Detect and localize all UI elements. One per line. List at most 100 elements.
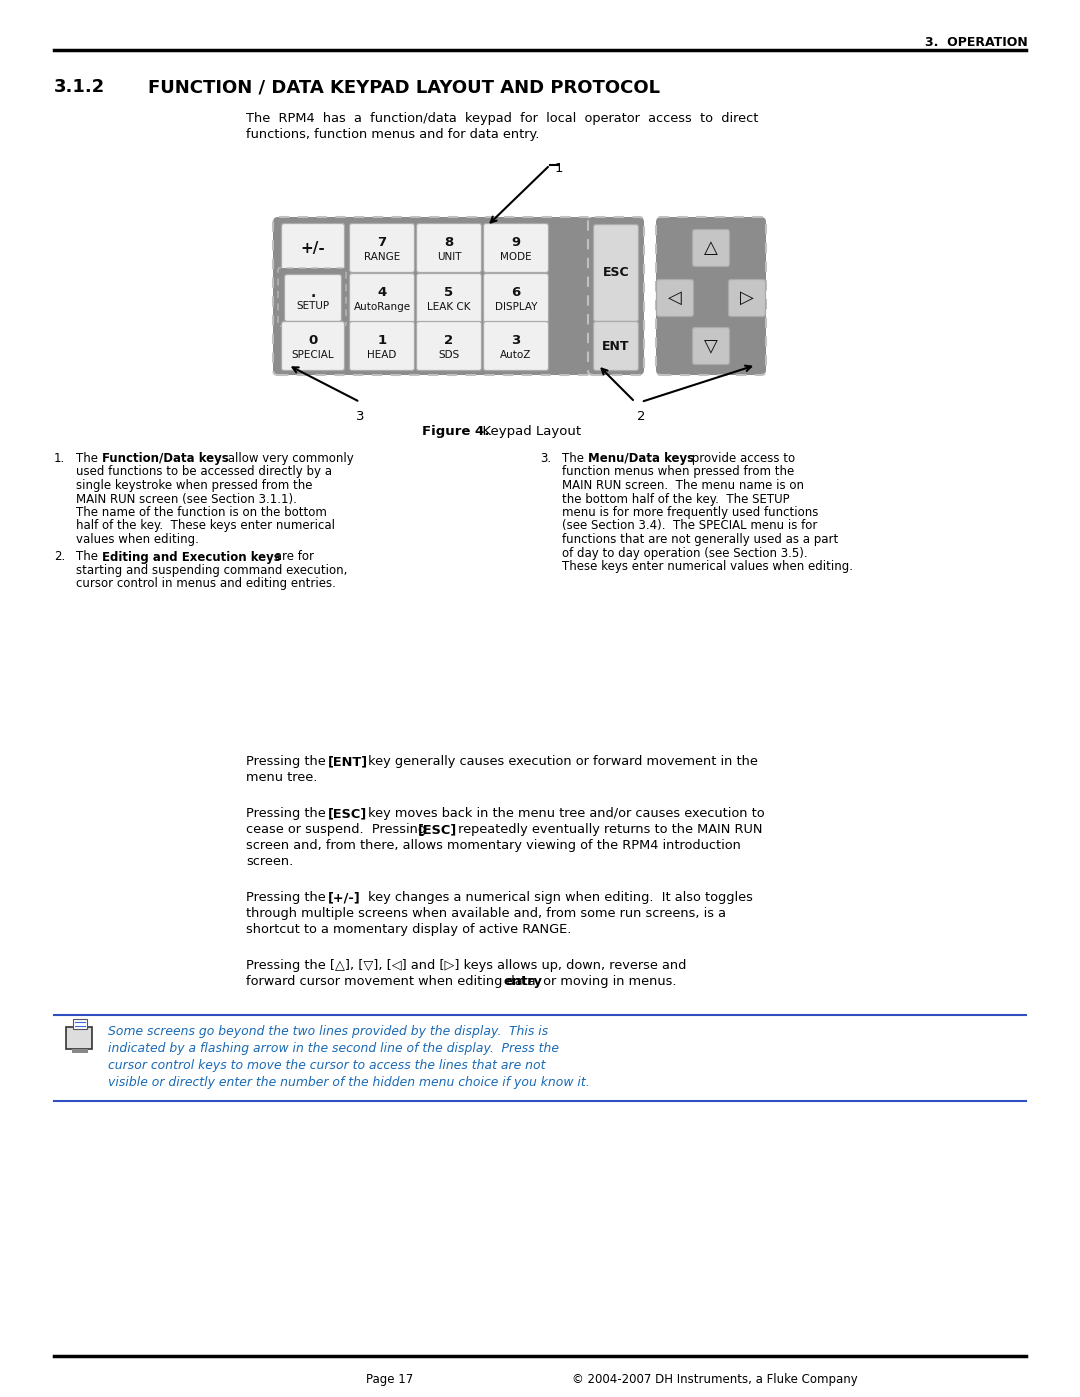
Text: ENT: ENT: [603, 339, 630, 352]
Text: SETUP: SETUP: [296, 302, 329, 312]
FancyBboxPatch shape: [594, 225, 638, 321]
Text: 3.1.2: 3.1.2: [54, 78, 105, 96]
Text: Pressing the: Pressing the: [246, 891, 329, 904]
Text: 2: 2: [445, 334, 454, 346]
Text: menu is for more frequently used functions: menu is for more frequently used functio…: [562, 506, 819, 520]
Text: [ENT]: [ENT]: [328, 754, 368, 768]
Text: HEAD: HEAD: [367, 349, 396, 360]
Text: UNIT: UNIT: [436, 251, 461, 261]
FancyBboxPatch shape: [417, 224, 482, 272]
FancyBboxPatch shape: [350, 274, 415, 323]
Text: ▽: ▽: [704, 337, 718, 355]
FancyBboxPatch shape: [278, 268, 346, 326]
Text: are for: are for: [271, 550, 314, 563]
Text: 3.: 3.: [540, 453, 551, 465]
FancyBboxPatch shape: [484, 274, 549, 323]
FancyBboxPatch shape: [484, 224, 549, 272]
Text: screen.: screen.: [246, 855, 294, 868]
Text: [ESC]: [ESC]: [328, 807, 367, 820]
Text: FUNCTION / DATA KEYPAD LAYOUT AND PROTOCOL: FUNCTION / DATA KEYPAD LAYOUT AND PROTOC…: [148, 78, 660, 96]
Text: The  RPM4  has  a  function/data  keypad  for  local  operator  access  to  dire: The RPM4 has a function/data keypad for …: [246, 112, 758, 124]
Text: allow very commonly: allow very commonly: [224, 453, 354, 465]
FancyBboxPatch shape: [692, 229, 729, 267]
Text: [ESC]: [ESC]: [418, 823, 457, 835]
Text: cursor control keys to move the cursor to access the lines that are not: cursor control keys to move the cursor t…: [108, 1059, 545, 1071]
Text: key changes a numerical sign when editing.  It also toggles: key changes a numerical sign when editin…: [364, 891, 753, 904]
Text: MAIN RUN screen.  The menu name is on: MAIN RUN screen. The menu name is on: [562, 479, 804, 492]
Text: ◁: ◁: [669, 289, 681, 307]
Text: 7: 7: [377, 236, 387, 249]
FancyBboxPatch shape: [657, 279, 693, 317]
Text: 8: 8: [444, 236, 454, 249]
Text: Figure 4.: Figure 4.: [422, 425, 489, 439]
FancyBboxPatch shape: [282, 224, 345, 272]
FancyBboxPatch shape: [729, 279, 766, 317]
Text: ▷: ▷: [740, 289, 754, 307]
Text: or moving in menus.: or moving in menus.: [539, 975, 676, 988]
Bar: [72, 1049, 87, 1053]
FancyBboxPatch shape: [692, 327, 729, 365]
Text: Some screens go beyond the two lines provided by the display.  This is: Some screens go beyond the two lines pro…: [108, 1025, 549, 1038]
Text: provide access to: provide access to: [688, 453, 795, 465]
Text: 0: 0: [309, 334, 318, 346]
Text: shortcut to a momentary display of active RANGE.: shortcut to a momentary display of activ…: [246, 923, 571, 936]
Text: used functions to be accessed directly by a: used functions to be accessed directly b…: [76, 465, 332, 479]
Text: MODE: MODE: [500, 251, 531, 261]
Text: 1: 1: [555, 162, 564, 175]
Text: 2.: 2.: [54, 550, 65, 563]
FancyBboxPatch shape: [484, 321, 549, 370]
FancyBboxPatch shape: [282, 321, 345, 370]
Text: [+/-]: [+/-]: [328, 891, 361, 904]
Text: cease or suspend.  Pressing: cease or suspend. Pressing: [246, 823, 430, 835]
Text: the bottom half of the key.  The SETUP: the bottom half of the key. The SETUP: [562, 493, 789, 506]
Text: MAIN RUN screen (see Section 3.1.1).: MAIN RUN screen (see Section 3.1.1).: [76, 493, 297, 506]
Text: .: .: [310, 285, 315, 299]
Text: Menu/Data keys: Menu/Data keys: [588, 453, 694, 465]
FancyBboxPatch shape: [273, 217, 591, 374]
Text: single keystroke when pressed from the: single keystroke when pressed from the: [76, 479, 312, 492]
Text: 1.: 1.: [54, 453, 65, 465]
Bar: [73, 1018, 87, 1030]
Text: functions, function menus and for data entry.: functions, function menus and for data e…: [246, 129, 539, 141]
FancyBboxPatch shape: [350, 321, 415, 370]
Text: RANGE: RANGE: [364, 251, 400, 261]
Text: 3.  OPERATION: 3. OPERATION: [926, 36, 1028, 49]
Text: Page 17: Page 17: [366, 1373, 414, 1386]
Text: repeatedly eventually returns to the MAIN RUN: repeatedly eventually returns to the MAI…: [454, 823, 762, 835]
Text: values when editing.: values when editing.: [76, 534, 199, 546]
Text: cursor control in menus and editing entries.: cursor control in menus and editing entr…: [76, 577, 336, 591]
Text: forward cursor movement when editing data: forward cursor movement when editing dat…: [246, 975, 540, 988]
Text: 3: 3: [511, 334, 521, 346]
Text: entry: entry: [504, 975, 543, 988]
Text: through multiple screens when available and, from some run screens, is a: through multiple screens when available …: [246, 907, 726, 921]
Text: SDS: SDS: [438, 349, 460, 360]
Text: visible or directly enter the number of the hidden menu choice if you know it.: visible or directly enter the number of …: [108, 1076, 590, 1090]
Text: Editing and Execution keys: Editing and Execution keys: [102, 550, 281, 563]
Text: The: The: [76, 453, 102, 465]
Text: 4: 4: [377, 286, 387, 299]
Text: LEAK CK: LEAK CK: [428, 302, 471, 312]
Text: AutoZ: AutoZ: [500, 349, 531, 360]
Text: key moves back in the menu tree and/or causes execution to: key moves back in the menu tree and/or c…: [364, 807, 765, 820]
Text: functions that are not generally used as a part: functions that are not generally used as…: [562, 534, 838, 546]
Text: key generally causes execution or forward movement in the: key generally causes execution or forwar…: [364, 754, 758, 768]
Text: 2: 2: [637, 409, 646, 423]
FancyBboxPatch shape: [350, 224, 415, 272]
FancyBboxPatch shape: [656, 217, 766, 374]
Text: The: The: [76, 550, 102, 563]
Text: 6: 6: [511, 286, 521, 299]
Text: screen and, from there, allows momentary viewing of the RPM4 introduction: screen and, from there, allows momentary…: [246, 840, 741, 852]
Text: The name of the function is on the bottom: The name of the function is on the botto…: [76, 506, 327, 520]
FancyBboxPatch shape: [66, 1027, 92, 1049]
Text: half of the key.  These keys enter numerical: half of the key. These keys enter numeri…: [76, 520, 335, 532]
FancyBboxPatch shape: [417, 274, 482, 323]
Text: AutoRange: AutoRange: [353, 302, 410, 312]
Text: The: The: [562, 453, 588, 465]
Text: ESC: ESC: [603, 267, 630, 279]
Text: starting and suspending command execution,: starting and suspending command executio…: [76, 564, 348, 577]
Text: indicated by a flashing arrow in the second line of the display.  Press the: indicated by a flashing arrow in the sec…: [108, 1042, 559, 1055]
Text: function menus when pressed from the: function menus when pressed from the: [562, 465, 794, 479]
Text: 3: 3: [356, 409, 365, 423]
Text: △: △: [704, 239, 718, 257]
Text: Keypad Layout: Keypad Layout: [474, 425, 581, 439]
